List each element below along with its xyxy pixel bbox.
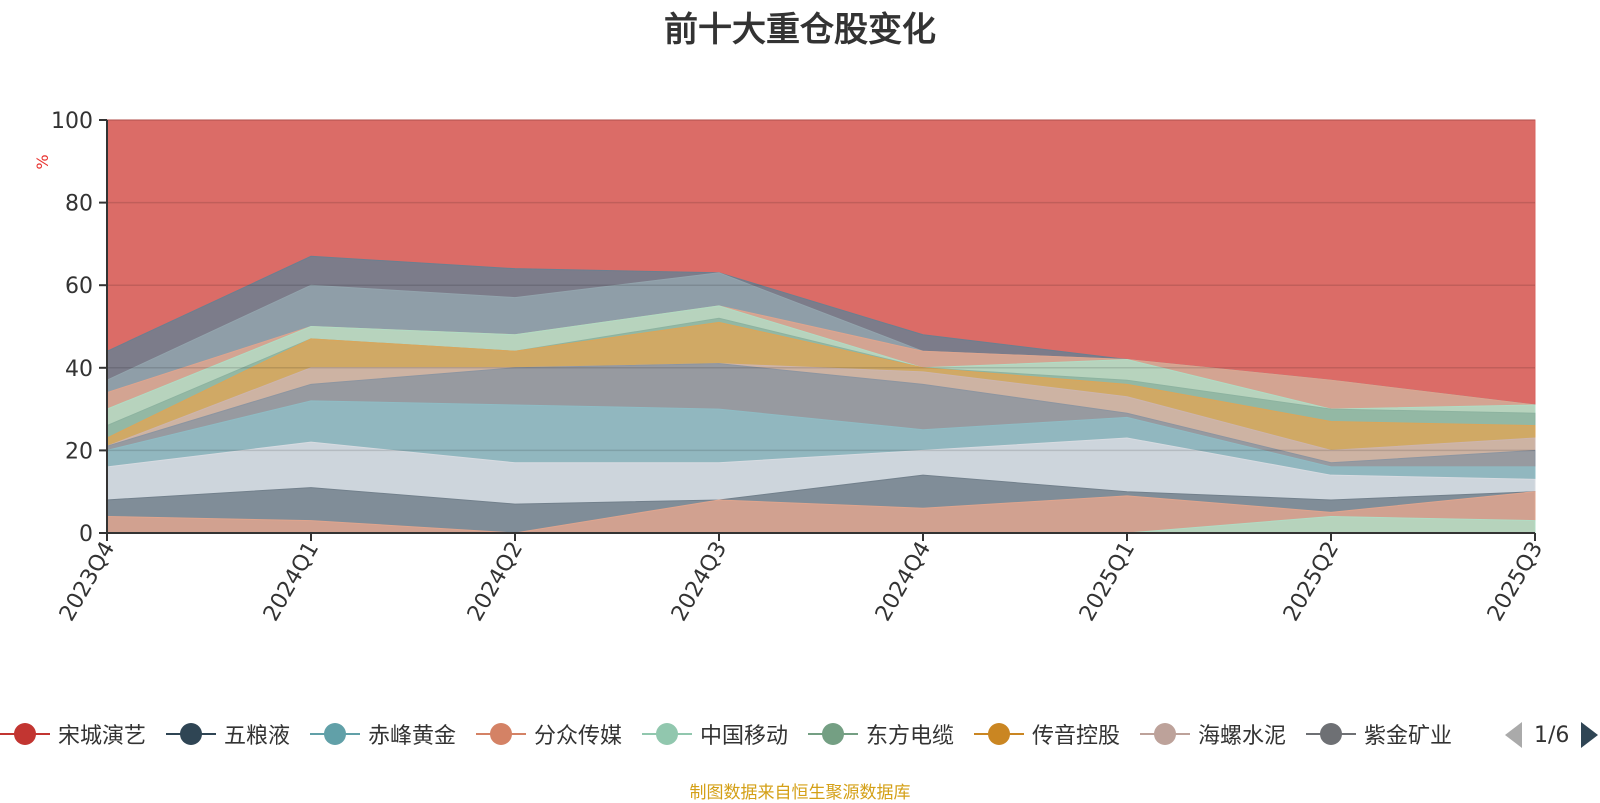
legend-label: 五粮液 bbox=[224, 724, 291, 749]
y-tick-label-0: 0 bbox=[79, 522, 93, 547]
legend-marker-icon bbox=[476, 723, 526, 745]
y-tick-label-3: 60 bbox=[65, 274, 93, 299]
x-tick-label-3: 2024Q3 bbox=[667, 538, 732, 626]
legend-marker-icon bbox=[310, 723, 360, 745]
data-source-note: 制图数据来自恒生聚源数据库 bbox=[689, 783, 911, 803]
legend-marker-icon bbox=[808, 723, 858, 745]
x-tick-label-7: 2025Q3 bbox=[1483, 538, 1548, 626]
chart-title: 前十大重仓股变化 bbox=[664, 10, 936, 50]
legend-item-5[interactable]: 东方电缆 bbox=[808, 716, 954, 752]
legend-label: 海螺水泥 bbox=[1198, 724, 1287, 749]
x-tick-label-2: 2024Q2 bbox=[463, 538, 528, 626]
y-tick-label-5: 100 bbox=[51, 109, 93, 134]
legend-item-7[interactable]: 海螺水泥 bbox=[1140, 716, 1286, 752]
legend-label: 宋城演艺 bbox=[58, 724, 147, 749]
legend-marker-icon bbox=[1140, 723, 1190, 745]
legend-item-4[interactable]: 中国移动 bbox=[642, 716, 788, 752]
area-layer bbox=[106, 119, 1536, 534]
grid-layer bbox=[107, 119, 1535, 452]
area-series-12[interactable] bbox=[106, 491, 1536, 534]
legend-label: 传音控股 bbox=[1032, 724, 1121, 749]
y-tick-label-1: 20 bbox=[65, 439, 93, 464]
legend-item-1[interactable]: 五粮液 bbox=[166, 716, 290, 752]
legend-item-6[interactable]: 传音控股 bbox=[974, 716, 1120, 752]
legend-label: 紫金矿业 bbox=[1364, 724, 1453, 749]
legend-item-8[interactable]: 紫金矿业 bbox=[1306, 716, 1452, 752]
legend: 宋城演艺 五粮液 赤峰黄金 分众传媒 中国移动 东方电缆 传音控股 海螺水泥 紫金矿业 bbox=[0, 716, 1485, 752]
legend-label: 分众传媒 bbox=[534, 724, 623, 749]
legend-next-icon[interactable] bbox=[1577, 720, 1600, 750]
x-tick-label-1: 2024Q1 bbox=[259, 538, 324, 626]
y-tick-label-4: 80 bbox=[65, 192, 93, 217]
legend-marker-icon bbox=[166, 723, 216, 745]
x-tick-label-0: 2023Q4 bbox=[55, 538, 120, 626]
x-tick-label-6: 2025Q2 bbox=[1279, 538, 1344, 626]
legend-page-indicator: 1/6 bbox=[1534, 722, 1570, 748]
legend-marker-icon bbox=[642, 723, 692, 745]
legend-pager: 1/6 bbox=[1502, 718, 1600, 752]
legend-marker-icon bbox=[1306, 723, 1356, 745]
y-axis-label: % bbox=[33, 154, 52, 169]
y-tick-label-2: 40 bbox=[65, 357, 93, 382]
legend-item-2[interactable]: 赤峰黄金 bbox=[310, 716, 456, 752]
legend-label: 东方电缆 bbox=[866, 724, 955, 749]
legend-marker-icon bbox=[0, 723, 50, 745]
legend-item-3[interactable]: 分众传媒 bbox=[476, 716, 622, 752]
legend-marker-icon bbox=[974, 723, 1024, 745]
legend-label: 赤峰黄金 bbox=[368, 724, 457, 749]
legend-item-0[interactable]: 宋城演艺 bbox=[0, 716, 146, 752]
legend-prev-icon[interactable] bbox=[1502, 720, 1526, 750]
x-tick-label-4: 2024Q4 bbox=[871, 538, 936, 626]
legend-label: 中国移动 bbox=[700, 724, 789, 749]
x-tick-label-5: 2025Q1 bbox=[1075, 538, 1140, 626]
